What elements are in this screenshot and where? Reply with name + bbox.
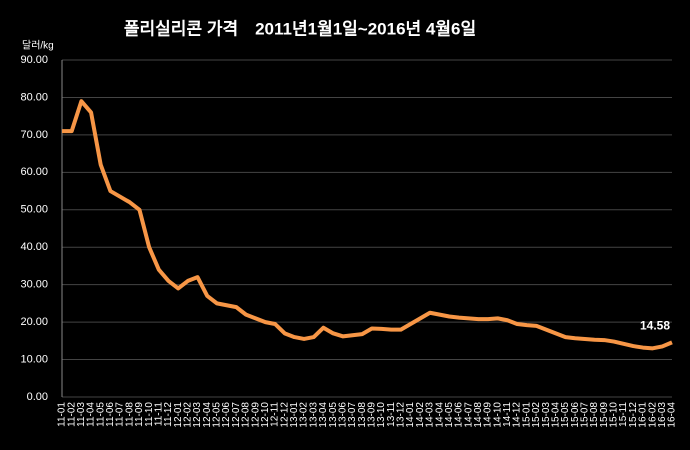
x-tick-label: 12-10 bbox=[260, 402, 271, 428]
x-tick-label: 15-12 bbox=[628, 402, 639, 428]
y-axis-label: 달러/kg bbox=[22, 40, 54, 52]
y-tick-label: 90.00 bbox=[20, 54, 48, 66]
x-tick-label: 11-01 bbox=[57, 402, 68, 427]
x-tick-label: 14-09 bbox=[483, 402, 494, 428]
x-tick-label: 14-02 bbox=[415, 402, 426, 428]
x-tick-label: 16-01 bbox=[638, 402, 649, 428]
x-tick-label: 13-11 bbox=[386, 402, 397, 427]
x-tick-label: 16-02 bbox=[647, 402, 658, 428]
x-tick-label: 16-04 bbox=[667, 402, 678, 428]
x-tick-label: 13-09 bbox=[366, 402, 377, 428]
x-tick-label: 11-10 bbox=[144, 402, 155, 427]
y-tick-label: 70.00 bbox=[20, 129, 48, 141]
x-tick-label: 11-05 bbox=[95, 402, 106, 427]
data-label: 14.58 bbox=[640, 319, 670, 333]
x-tick-label: 12-02 bbox=[183, 402, 194, 428]
x-tick-label: 12-12 bbox=[279, 402, 290, 428]
x-tick-label: 15-10 bbox=[609, 402, 620, 428]
x-tick-label: 13-01 bbox=[289, 402, 300, 428]
x-tick-label: 12-08 bbox=[241, 402, 252, 428]
y-tick-label: 30.00 bbox=[20, 279, 48, 291]
y-tick-label: 40.00 bbox=[20, 241, 48, 253]
x-tick-label: 11-07 bbox=[115, 402, 126, 427]
x-tick-label: 13-04 bbox=[318, 402, 329, 428]
y-tick-label: 0.00 bbox=[27, 391, 48, 403]
x-tick-label: 14-04 bbox=[434, 402, 445, 428]
x-tick-label: 15-03 bbox=[541, 402, 552, 428]
x-tick-label: 14-06 bbox=[454, 402, 465, 428]
x-tick-label: 14-05 bbox=[444, 402, 455, 428]
x-tick-label: 15-05 bbox=[560, 402, 571, 428]
x-tick-label: 11-08 bbox=[124, 402, 135, 427]
chart-title: 폴리실리콘 가격 2011년1월1일~2016년 4월6일 bbox=[124, 19, 476, 38]
x-tick-label: 13-06 bbox=[337, 402, 348, 428]
x-tick-label: 15-07 bbox=[579, 402, 590, 428]
x-tick-label: 13-10 bbox=[376, 402, 387, 428]
x-tick-label: 14-11 bbox=[502, 402, 513, 427]
x-tick-label: 15-08 bbox=[589, 402, 600, 428]
x-tick-label: 13-05 bbox=[328, 402, 339, 428]
x-tick-label: 11-12 bbox=[163, 402, 174, 427]
y-tick-label: 20.00 bbox=[20, 316, 48, 328]
x-tick-label: 12-07 bbox=[231, 402, 242, 428]
y-tick-label: 10.00 bbox=[20, 353, 48, 365]
x-tick-label: 14-12 bbox=[512, 402, 523, 428]
x-tick-label: 13-02 bbox=[299, 402, 310, 428]
x-tick-label: 15-11 bbox=[618, 402, 629, 427]
y-tick-label: 50.00 bbox=[20, 204, 48, 216]
x-tick-label: 13-08 bbox=[357, 402, 368, 428]
x-tick-label: 15-09 bbox=[599, 402, 610, 428]
x-tick-label: 11-11 bbox=[153, 402, 164, 427]
x-tick-label: 12-06 bbox=[221, 402, 232, 428]
x-tick-label: 14-03 bbox=[425, 402, 436, 428]
x-tick-label: 15-02 bbox=[531, 402, 542, 428]
x-tick-label: 15-04 bbox=[550, 402, 561, 428]
x-tick-label: 15-01 bbox=[521, 402, 532, 428]
x-tick-label: 11-09 bbox=[134, 402, 145, 427]
x-tick-label: 12-05 bbox=[212, 402, 223, 428]
x-tick-label: 14-10 bbox=[492, 402, 503, 428]
x-tick-label: 12-03 bbox=[192, 402, 203, 428]
x-tick-label: 12-01 bbox=[173, 402, 184, 428]
x-tick-label: 14-08 bbox=[473, 402, 484, 428]
x-tick-label: 11-04 bbox=[86, 402, 97, 427]
line bbox=[62, 99, 673, 351]
x-tick-label: 13-12 bbox=[396, 402, 407, 428]
x-tick-label: 16-03 bbox=[657, 402, 668, 428]
x-tick-label: 11-03 bbox=[76, 402, 87, 427]
x-tick-label: 15-06 bbox=[570, 402, 581, 428]
x-tick-label: 11-06 bbox=[105, 402, 116, 427]
y-tick-label: 80.00 bbox=[20, 91, 48, 103]
x-tick-label: 11-02 bbox=[66, 402, 77, 427]
x-tick-label: 14-07 bbox=[463, 402, 474, 428]
x-tick-label: 12-04 bbox=[202, 402, 213, 428]
x-tick-label: 12-11 bbox=[270, 402, 281, 427]
x-tick-label: 13-03 bbox=[308, 402, 319, 428]
y-tick-label: 60.00 bbox=[20, 166, 48, 178]
x-tick-label: 13-07 bbox=[347, 402, 358, 428]
x-tick-label: 14-01 bbox=[405, 402, 416, 428]
x-tick-label: 12-09 bbox=[250, 402, 261, 428]
